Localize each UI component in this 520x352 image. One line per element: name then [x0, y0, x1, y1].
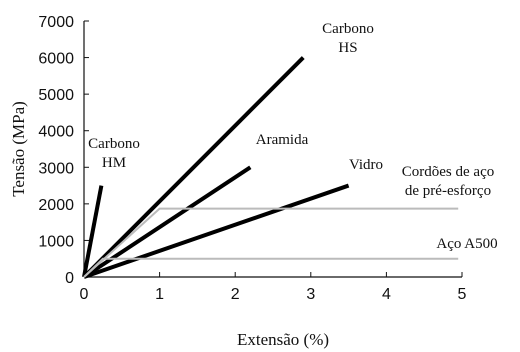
- y-tick-label: 6000: [38, 51, 74, 68]
- series-carbono-hm-label: Carbono: [88, 136, 140, 152]
- series-aco-a500-line: [83, 257, 459, 278]
- series-aramida-label: Aramida: [256, 132, 309, 148]
- series-cordoes-aco-line: [83, 207, 459, 278]
- series-carbono-hs-label: HS: [338, 40, 357, 56]
- series-carbono-hs-label: Carbono: [322, 21, 374, 37]
- ticks: 0 1 2 3 4 5 0 1000 2000 3000 4000 5000 6000 7000: [38, 14, 466, 303]
- y-tick-label: 7000: [38, 14, 74, 31]
- series-vidro-label: Vidro: [349, 157, 383, 173]
- y-tick-label: 0: [65, 270, 74, 287]
- series-vidro-line: [83, 183, 350, 279]
- x-tick-label: 4: [382, 286, 391, 303]
- series-cordoes-aco-label: Cordões de aço: [402, 164, 494, 180]
- series-carbono-hm-label: HM: [102, 155, 126, 171]
- y-tick-label: 2000: [38, 197, 74, 214]
- series-lines: [82, 56, 459, 279]
- series-carbono-hs-line: [82, 56, 305, 279]
- y-tick-label: 4000: [38, 124, 74, 141]
- y-tick-label: 5000: [38, 87, 74, 104]
- x-tick-label: 2: [231, 286, 240, 303]
- series-aco-a500-label: Aço A500: [436, 236, 497, 252]
- x-tick-label: 5: [458, 286, 467, 303]
- series-labels: Carbono HM Carbono HS Aramida Vidro Cordões de…: [88, 21, 497, 252]
- x-tick-label: 0: [80, 286, 89, 303]
- y-tick-label: 3000: [38, 160, 74, 177]
- y-tick-label: 1000: [38, 233, 74, 250]
- series-cordoes-aco-label: de pré-esforço: [405, 183, 491, 199]
- series-aramida-line: [82, 165, 252, 279]
- x-axis-title: Extensão (%): [237, 330, 329, 349]
- series-carbono-hm-line: [82, 185, 104, 278]
- y-axis-title: Tensão (MPa): [9, 101, 28, 197]
- x-tick-label: 3: [306, 286, 315, 303]
- axes: [83, 21, 462, 278]
- x-tick-label: 1: [155, 286, 164, 303]
